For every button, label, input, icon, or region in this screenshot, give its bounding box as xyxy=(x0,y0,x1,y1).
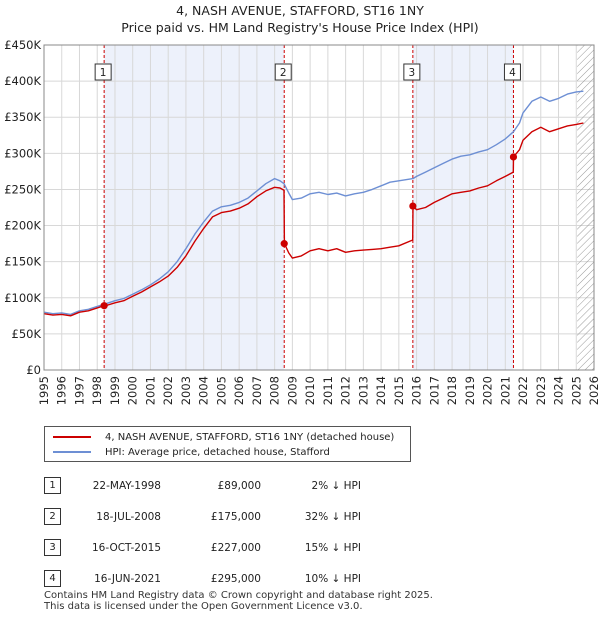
chart-subtitle: Price paid vs. HM Land Registry's House … xyxy=(121,20,479,35)
x-tick-label: 2007 xyxy=(250,376,264,405)
sale-marker-label: 3 xyxy=(409,67,416,79)
table-row: 1 22-MAY-1998 £89,000 2% ↓ HPI xyxy=(44,470,361,501)
x-tick-label: 2019 xyxy=(463,376,477,405)
hpi-diff: 2% ↓ HPI xyxy=(311,479,361,492)
price-chart: 1 2 3 4 £0 £50K £100K £150K £200K £250K £300K £350… xyxy=(4,38,600,405)
sale-marker-box xyxy=(503,63,521,81)
x-tick-label: 2017 xyxy=(427,376,441,405)
sale-point xyxy=(100,302,108,310)
shaded-period xyxy=(104,45,285,370)
x-tick-label: 2026 xyxy=(587,376,600,405)
sale-date: 16-OCT-2015 xyxy=(92,541,161,554)
x-tick-label: 2011 xyxy=(321,376,335,405)
x-tick-label: 1998 xyxy=(90,376,104,405)
sale-marker-box xyxy=(403,63,421,81)
sale-price: £175,000 xyxy=(210,510,261,523)
marker-badge: 3 xyxy=(44,539,61,556)
legend-swatch-hpi xyxy=(53,451,91,453)
property-series-line xyxy=(43,122,584,317)
footer-licence: This data is licensed under the Open Gov… xyxy=(44,601,363,612)
sale-marker-box xyxy=(274,63,292,81)
sale-date: 22-MAY-1998 xyxy=(92,479,161,492)
x-tick-label: 2015 xyxy=(392,376,406,405)
x-tick-label: 2020 xyxy=(481,376,495,405)
sale-marker-box xyxy=(94,63,112,81)
footer: Contains HM Land Registry data © Crown c… xyxy=(44,590,433,612)
x-tick-label: 2004 xyxy=(197,376,211,405)
x-tick-label: 2025 xyxy=(569,376,583,405)
x-tick-label: 2012 xyxy=(339,376,353,405)
sale-marker-label: 1 xyxy=(100,67,107,79)
table-row: 3 16-OCT-2015 £227,000 15% ↓ HPI xyxy=(44,532,361,563)
x-tick-label: 1999 xyxy=(108,376,122,405)
x-tick-label: 2005 xyxy=(214,376,228,405)
forecast-hatch xyxy=(577,45,594,370)
table-row: 2 18-JUL-2008 £175,000 32% ↓ HPI xyxy=(44,501,361,532)
sale-point xyxy=(409,202,417,210)
x-tick-label: 2010 xyxy=(303,376,317,405)
sale-date: 16-JUN-2021 xyxy=(94,572,161,585)
legend-item-property: 4, NASH AVENUE, STAFFORD, ST16 1NY (deta… xyxy=(53,430,394,444)
legend-item-hpi: HPI: Average price, detached house, Staf… xyxy=(53,445,330,459)
y-tick-label: £350K xyxy=(4,110,41,124)
y-tick-label: £150K xyxy=(4,255,41,269)
y-tick-label: £200K xyxy=(4,219,41,233)
x-tick-label: 2021 xyxy=(498,376,512,405)
x-tick-label: 2000 xyxy=(126,376,140,405)
sale-price: £295,000 xyxy=(210,572,261,585)
x-tick-label: 2024 xyxy=(552,376,566,405)
sale-price: £89,000 xyxy=(217,479,261,492)
y-tick-label: £300K xyxy=(4,146,41,160)
hpi-diff: 32% ↓ HPI xyxy=(304,510,361,523)
chart-title: 4, NASH AVENUE, STAFFORD, ST16 1NY xyxy=(176,3,424,18)
y-tick-label: £250K xyxy=(4,182,41,196)
sale-point xyxy=(280,240,288,248)
legend: 4, NASH AVENUE, STAFFORD, ST16 1NY (deta… xyxy=(44,426,411,462)
sale-marker-label: 4 xyxy=(509,67,516,79)
sale-point xyxy=(509,153,518,161)
hpi-diff: 10% ↓ HPI xyxy=(304,572,361,585)
x-tick-label: 2003 xyxy=(179,376,193,405)
shaded-period xyxy=(412,45,514,370)
hpi-diff: 15% ↓ HPI xyxy=(304,541,361,554)
x-tick-label: 1996 xyxy=(55,376,69,405)
legend-label-hpi: HPI: Average price, detached house, Staf… xyxy=(105,446,330,458)
y-tick-label: £50K xyxy=(12,327,42,341)
y-tick-label: £450K xyxy=(4,38,41,52)
x-tick-label: 2002 xyxy=(161,376,175,405)
x-tick-label: 2013 xyxy=(356,376,370,405)
x-tick-label: 1997 xyxy=(72,376,86,405)
marker-badge: 1 xyxy=(44,477,61,494)
y-tick-label: £400K xyxy=(4,74,41,88)
x-tick-label: 2022 xyxy=(516,376,530,405)
x-tick-label: 2014 xyxy=(374,376,388,405)
x-tick-label: 2006 xyxy=(232,376,246,405)
transactions-table: 1 22-MAY-1998 £89,000 2% ↓ HPI 2 18-JUL-… xyxy=(44,470,361,594)
marker-badge: 4 xyxy=(44,570,61,587)
y-tick-label: £100K xyxy=(4,291,41,305)
x-tick-label: 2018 xyxy=(445,376,459,405)
marker-badge: 2 xyxy=(44,508,61,525)
x-tick-label: 2008 xyxy=(268,376,282,405)
table-row: 4 16-JUN-2021 £295,000 10% ↓ HPI xyxy=(44,563,361,594)
legend-swatch-property xyxy=(53,436,91,438)
x-tick-label: 1995 xyxy=(37,376,51,405)
footer-copyright: Contains HM Land Registry data © Crown c… xyxy=(44,590,433,601)
hpi-series-line xyxy=(43,90,584,316)
y-tick-label: £0 xyxy=(26,363,41,377)
sale-price: £227,000 xyxy=(210,541,261,554)
sale-marker-label: 2 xyxy=(280,67,287,79)
legend-label-property: 4, NASH AVENUE, STAFFORD, ST16 1NY (deta… xyxy=(105,431,395,443)
plot-frame xyxy=(43,44,595,371)
x-tick-label: 2009 xyxy=(285,376,299,405)
sale-date: 18-JUL-2008 xyxy=(96,510,161,523)
x-tick-label: 2016 xyxy=(410,376,424,405)
x-tick-label: 2023 xyxy=(534,376,548,405)
x-tick-label: 2001 xyxy=(143,376,157,405)
